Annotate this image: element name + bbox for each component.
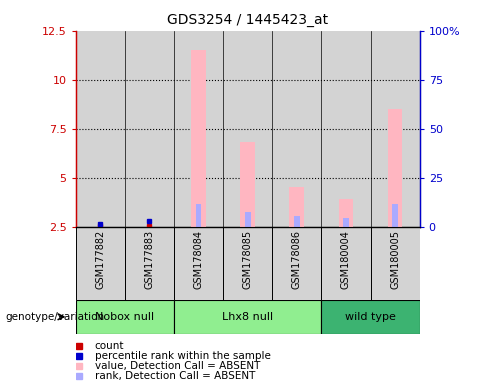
Bar: [322, 300, 420, 334]
Text: GSM180004: GSM180004: [341, 230, 351, 289]
Bar: [322, 227, 370, 300]
Bar: [289, 187, 304, 227]
Title: GDS3254 / 1445423_at: GDS3254 / 1445423_at: [167, 13, 328, 27]
Text: percentile rank within the sample: percentile rank within the sample: [95, 351, 270, 361]
Bar: [343, 218, 349, 227]
Bar: [244, 212, 251, 227]
Text: GSM177882: GSM177882: [95, 230, 105, 290]
Bar: [322, 31, 370, 227]
Text: GSM180005: GSM180005: [390, 230, 400, 289]
Bar: [223, 31, 272, 227]
Text: GSM178085: GSM178085: [243, 230, 253, 289]
Bar: [125, 31, 174, 227]
Bar: [125, 227, 174, 300]
Text: GSM178084: GSM178084: [194, 230, 203, 289]
Bar: [174, 300, 322, 334]
Text: value, Detection Call = ABSENT: value, Detection Call = ABSENT: [95, 361, 260, 371]
Text: GSM178086: GSM178086: [292, 230, 302, 289]
Bar: [392, 204, 398, 227]
Text: GSM177883: GSM177883: [144, 230, 154, 289]
Bar: [370, 227, 420, 300]
Bar: [76, 31, 125, 227]
Bar: [294, 216, 300, 227]
Bar: [272, 227, 322, 300]
Bar: [223, 227, 272, 300]
Bar: [370, 31, 420, 227]
Text: genotype/variation: genotype/variation: [5, 312, 104, 322]
Bar: [174, 227, 223, 300]
Text: wild type: wild type: [345, 312, 396, 322]
Bar: [240, 142, 255, 227]
Text: count: count: [95, 341, 124, 351]
Bar: [76, 300, 174, 334]
Bar: [174, 31, 223, 227]
Text: rank, Detection Call = ABSENT: rank, Detection Call = ABSENT: [95, 371, 255, 381]
Bar: [272, 31, 322, 227]
Bar: [388, 109, 403, 227]
Bar: [196, 204, 202, 227]
Bar: [76, 227, 125, 300]
Bar: [339, 199, 353, 227]
Bar: [191, 50, 206, 227]
Text: Nobox null: Nobox null: [95, 312, 154, 322]
Text: Lhx8 null: Lhx8 null: [222, 312, 273, 322]
